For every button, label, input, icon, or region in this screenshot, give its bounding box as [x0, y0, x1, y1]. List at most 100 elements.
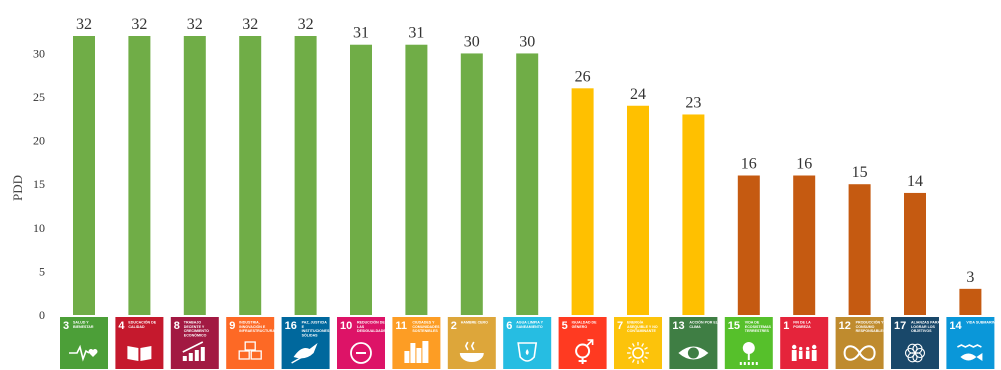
sdg-number: 14	[949, 320, 962, 332]
sdg-name: VIDA SUBMARINA	[966, 321, 998, 325]
sdg-name: REDUCCIÓN DE LAS DESIGUALDADES	[357, 320, 389, 334]
bar-sdg-12	[848, 184, 871, 315]
y-tick-label: 10	[33, 221, 45, 235]
sdg-name: HAMBRE CERO	[461, 321, 488, 325]
sdg-badge-13: 13 ACCIÓN POR EL CLIMA	[669, 317, 719, 369]
eye-earth-icon	[678, 346, 709, 360]
sdg-name: INDUSTRIA, INNOVACIÓN E INFRAESTRUCTURA	[239, 321, 275, 334]
sdg-badge-5: 5 IGUALDAD DE GÉNERO	[558, 317, 607, 369]
sun-icon	[627, 342, 649, 364]
sdg-name: ALIANZAS PARA LOGRAR LOS OBJETIVOS	[911, 321, 940, 334]
sdg-badge-background	[281, 317, 330, 369]
sdg-badge-2: 2 HAMBRE CERO	[447, 317, 496, 369]
sdg-number: 13	[672, 320, 684, 332]
y-tick-label: 30	[33, 46, 45, 60]
bar-sdg-2	[460, 53, 483, 315]
sdg-badge-4: 4 EDUCACIÓN DE CALIDAD	[115, 317, 164, 369]
bar-value-label: 15	[852, 164, 868, 181]
sdg-name: AGUA LIMPIA Y SANEAMIENTO	[516, 321, 543, 329]
y-tick-label: 20	[33, 134, 45, 148]
sdg-badge-background	[780, 317, 829, 369]
y-tick-label: 5	[39, 264, 45, 278]
bar-value-label: 31	[408, 25, 424, 42]
cubes-icon	[238, 341, 262, 360]
y-axis: 0 5 10 15 20 25 30	[33, 46, 45, 322]
sdg-number: 15	[728, 320, 740, 332]
bar-sdg-3	[73, 36, 95, 315]
sdg-number: 17	[894, 320, 906, 332]
y-tick-label: 25	[33, 90, 45, 104]
sdg-number: 10	[340, 320, 352, 332]
sdg-name: FIN DE LA POBREZA	[793, 321, 811, 329]
sdg-badge-12: 12 PRODUCCIÓN Y CONSUMO RESPONSABLES	[835, 317, 886, 369]
sdg-badge-14: 14 VIDA SUBMARINA	[946, 317, 998, 369]
bar-sdg-5	[571, 88, 594, 315]
bar-sdg-11	[405, 44, 428, 315]
sdg-name: CIUDADES Y COMUNIDADES SOSTENIBLES	[412, 321, 440, 334]
sdg-badge-background	[946, 317, 995, 369]
sdg-number: 3	[63, 320, 69, 332]
sdg-number: 9	[229, 320, 235, 332]
sdg-number: 7	[617, 320, 623, 332]
bowl-icon	[459, 341, 484, 362]
y-axis-title: PDD	[10, 175, 25, 201]
bar-value-label: 14	[907, 173, 923, 190]
sdg-number: 16	[285, 320, 297, 332]
bar-sdg-8	[183, 36, 206, 315]
sdg-name: ENERGÍA ASEQUIBLE Y NO CONTAMINANTE	[627, 320, 658, 334]
bar-sdg-7	[627, 105, 649, 315]
sdg-name: VIDA DE ECOSISTEMAS TERRESTRES	[745, 321, 772, 334]
sdg-badge-16: 16 PAZ, JUSTICIA E INSTITUCIONES SÓLIDAS	[281, 317, 330, 369]
sdg-name: PAZ, JUSTICIA E INSTITUCIONES SÓLIDAS	[302, 321, 330, 338]
sdg-name: IGUALDAD DE GÉNERO	[572, 321, 598, 329]
gender-icon	[575, 339, 594, 364]
sdg-badge-background	[669, 317, 718, 369]
bar-value-label: 23	[685, 94, 701, 111]
sdg-name: SALUD Y BIENESTAR	[73, 321, 94, 329]
sdg-badge-6: 6 AGUA LIMPIA Y SANEAMIENTO	[503, 317, 552, 369]
bar-sdg-14	[959, 288, 982, 315]
bar-sdg-13	[682, 114, 705, 315]
sdg-badge-background	[226, 317, 275, 369]
bar-value-label: 32	[131, 16, 147, 33]
bar-sdg-1	[793, 175, 816, 315]
bar-value-label: 16	[796, 156, 812, 173]
bar-sdg-9	[239, 36, 262, 315]
sdg-number: 4	[118, 320, 125, 332]
sdg-number: 12	[839, 320, 851, 332]
sdg-number: 5	[562, 320, 568, 332]
bar-sdg-4	[128, 36, 151, 315]
sdg-number: 1	[783, 320, 789, 332]
bars	[73, 36, 982, 315]
bar-value-label: 30	[464, 33, 480, 50]
family-icon	[791, 344, 817, 361]
heartbeat-icon	[69, 344, 98, 362]
bar-value-label: 16	[741, 156, 757, 173]
sdg-number: 2	[451, 320, 457, 332]
sdg-badge-9: 9 INDUSTRIA, INNOVACIÓN E INFRAESTRUCTURA	[226, 317, 275, 369]
y-tick-label: 15	[33, 177, 45, 191]
sdg-badge-background	[115, 317, 164, 369]
bar-sdg-17	[904, 192, 926, 315]
bar-value-label: 32	[76, 16, 92, 33]
bar-sdg-16	[294, 36, 317, 315]
value-labels: 32 32 32 32 32 31 31 30 30 26 24 23 16 16 15 14 3	[76, 16, 974, 286]
bar-sdg-6	[516, 53, 539, 315]
sdg-badges: 3 SALUD Y BIENESTAR 4 EDUCACIÓN DE CALIDAD 8 TR…	[60, 317, 998, 369]
equality-icon	[350, 342, 372, 364]
city-icon	[404, 341, 429, 363]
bar-value-label: 32	[242, 16, 258, 33]
flower-icon	[904, 343, 926, 363]
tree-icon	[739, 342, 758, 365]
bar-value-label: 26	[575, 68, 591, 85]
bar-value-label: 24	[630, 86, 646, 103]
bar-value-label: 31	[353, 25, 369, 42]
infinity-icon	[843, 345, 876, 361]
sdg-badge-7: 7 ENERGÍA ASEQUIBLE Y NO CONTAMINANTE	[614, 317, 662, 369]
bar-sdg-15	[737, 175, 760, 315]
bar-value-label: 3	[966, 269, 974, 286]
growth-chart-icon	[182, 341, 205, 361]
sdg-badge-background	[60, 317, 108, 369]
sdg-badge-10: 10 REDUCCIÓN DE LAS DESIGUALDADES	[337, 317, 389, 369]
